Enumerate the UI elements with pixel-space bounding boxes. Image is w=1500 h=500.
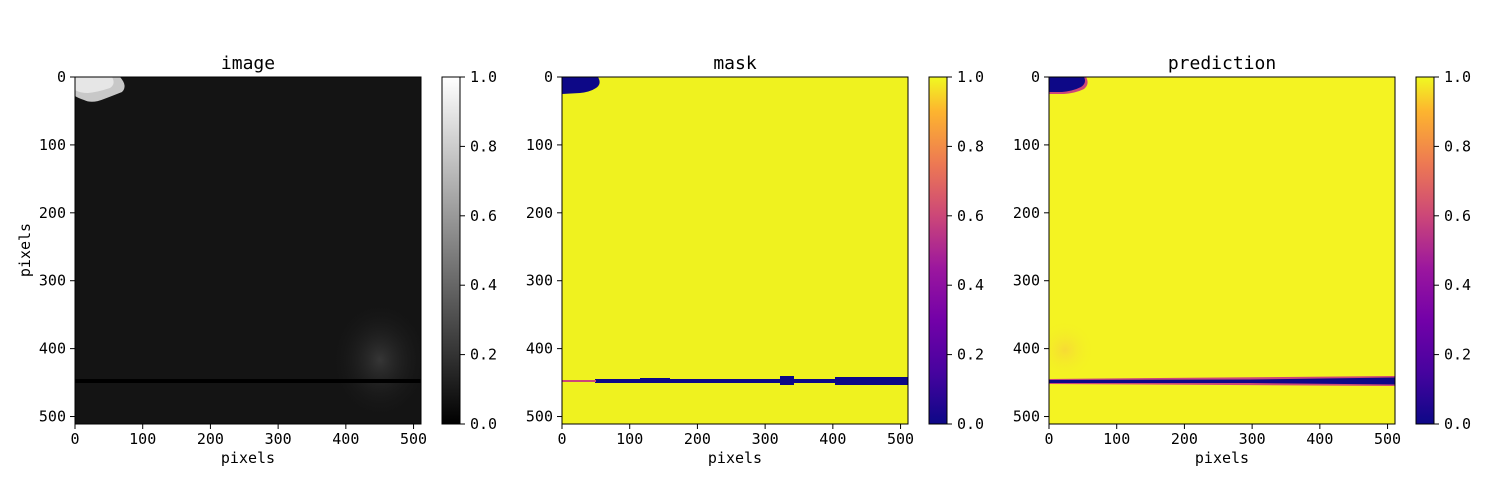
- y-tick-label: 300: [1013, 272, 1040, 290]
- image-dark-line: [75, 379, 421, 383]
- panel-title: image: [221, 53, 275, 74]
- y-tick-label: 200: [39, 204, 66, 222]
- y-tick-label: 500: [39, 408, 66, 426]
- y-tick-label: 0: [57, 68, 66, 86]
- y-tick-label: 0: [1031, 68, 1040, 86]
- x-tick-label: 500: [887, 430, 914, 448]
- prediction-background: [1049, 77, 1395, 424]
- colorbar-tick-label: 0.6: [1444, 207, 1471, 225]
- colorbar-tick-label: 0.0: [470, 415, 497, 433]
- image-heatmap: [75, 77, 421, 424]
- panel-title: mask: [713, 53, 757, 74]
- prediction-frame: [1048, 76, 1396, 425]
- colorbar-tick-label: 0.2: [957, 346, 984, 364]
- colorbar-tick-label: 0.4: [957, 276, 984, 294]
- x-tick-label: 100: [1103, 430, 1130, 448]
- image-bright-patch-inner: [75, 77, 114, 93]
- prediction-heatmap: [1049, 77, 1395, 424]
- x-tick-label: 200: [197, 430, 224, 448]
- y-tick-label: 100: [39, 136, 66, 154]
- y-tick-label: 200: [526, 204, 553, 222]
- mask-band-segment: [640, 378, 670, 383]
- y-axis-title: pixels: [16, 223, 34, 277]
- x-tick-label: 300: [752, 430, 779, 448]
- panel-title: prediction: [1168, 53, 1276, 74]
- x-tick-label: 200: [1171, 430, 1198, 448]
- x-tick-label: 300: [265, 430, 292, 448]
- colorbar-tick-label: 0.8: [470, 137, 497, 155]
- y-tick-label: 0: [544, 68, 553, 86]
- colorbar-tick-label: 0.2: [1444, 346, 1471, 364]
- prediction-soft-blob: [1049, 320, 1095, 380]
- y-tick-label: 400: [39, 340, 66, 358]
- prediction-zero-region-core: [1049, 77, 1085, 92]
- y-tick-label: 300: [526, 272, 553, 290]
- y-tick-label: 500: [526, 408, 553, 426]
- mask-zero-region: [562, 77, 600, 94]
- mask-background: [562, 77, 908, 424]
- y-tick-label: 100: [526, 136, 553, 154]
- x-tick-label: 0: [1044, 430, 1053, 448]
- mask-frame: [561, 76, 909, 425]
- colorbar-tick-label: 0.4: [470, 276, 497, 294]
- x-tick-label: 400: [1306, 430, 1333, 448]
- y-tick-label: 200: [1013, 204, 1040, 222]
- x-tick-label: 500: [1374, 430, 1401, 448]
- image-frame: [74, 76, 422, 425]
- y-tick-label: 400: [1013, 340, 1040, 358]
- colorbar-tick-label: 0.8: [957, 137, 984, 155]
- x-tick-label: 200: [684, 430, 711, 448]
- colorbar-image-ticks: 0.0 0.2 0.4 0.6 0.8 1.0: [460, 68, 497, 433]
- colorbar-tick-label: 1.0: [470, 68, 497, 86]
- x-tick-label: 500: [400, 430, 427, 448]
- x-tick-label: 100: [129, 430, 156, 448]
- x-axis-title: pixels: [708, 449, 762, 467]
- x-tick-label: 0: [70, 430, 79, 448]
- x-tick-label: 400: [819, 430, 846, 448]
- y-tick-label: 500: [1013, 408, 1040, 426]
- colorbar-tick-label: 0.4: [1444, 276, 1471, 294]
- x-tick-label: 100: [616, 430, 643, 448]
- y-tick-label: 100: [1013, 136, 1040, 154]
- mask-band-edge: [562, 380, 596, 382]
- colorbar-tick-label: 0.2: [470, 346, 497, 364]
- colorbar-tick-label: 0.0: [1444, 415, 1471, 433]
- colorbar-tick-label: 0.8: [1444, 137, 1471, 155]
- x-tick-label: 300: [1239, 430, 1266, 448]
- colorbar-tick-label: 0.6: [957, 207, 984, 225]
- prediction-zero-band: [1049, 377, 1395, 385]
- colorbar-tick-label: 1.0: [957, 68, 984, 86]
- y-tick-label: 400: [526, 340, 553, 358]
- colorbar-tick-label: 1.0: [1444, 68, 1471, 86]
- colorbar-tick-label: 0.6: [470, 207, 497, 225]
- x-axis-title: pixels: [221, 449, 275, 467]
- colorbar-mask: [928, 76, 948, 425]
- colorbar-mask-ticks: 0.0 0.2 0.4 0.6 0.8 1.0: [947, 68, 984, 433]
- mask-band-segment: [780, 376, 794, 385]
- y-tick-label: 300: [39, 272, 66, 290]
- panel-prediction: prediction 0 100 200 300 400 5000100200300400…: [1013, 53, 1471, 467]
- colorbar-prediction-ticks: 0.0 0.2 0.4 0.6 0.8 1.0: [1434, 68, 1471, 433]
- mask-heatmap: [562, 77, 908, 424]
- colorbar-prediction: [1415, 76, 1435, 425]
- colorbar-image: [441, 76, 461, 425]
- x-axis-title: pixels: [1195, 449, 1249, 467]
- colorbar-tick-label: 0.0: [957, 415, 984, 433]
- image-texture-region: [330, 300, 421, 420]
- x-tick-label: 0: [557, 430, 566, 448]
- x-tick-label: 400: [332, 430, 359, 448]
